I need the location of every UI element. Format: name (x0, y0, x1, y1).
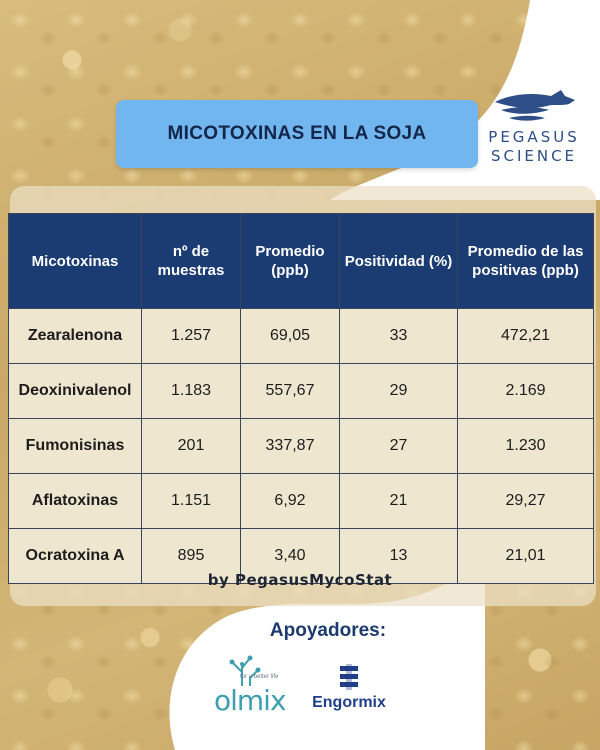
engormix-logo: Engormix (304, 664, 394, 720)
sample-count: 895 (141, 528, 241, 584)
table-row: Fumonisinas 201 337,87 27 1.230 (8, 418, 594, 474)
column-header: Promedio de las positivas (ppb) (457, 213, 594, 309)
mycotoxin-name: Ocratoxina A (8, 528, 142, 584)
engormix-wordmark: Engormix (312, 694, 386, 711)
average-ppb: 557,67 (240, 363, 340, 419)
table-row: Deoxinivalenol 1.183 557,67 29 2.169 (8, 363, 594, 419)
table-row: Zearalenona 1.257 69,05 33 472,21 (8, 308, 594, 364)
source-credit: by PegasusMycoStat (207, 571, 393, 589)
column-header: Positividad (%) (339, 213, 458, 309)
column-header: Micotoxinas (8, 213, 142, 309)
mycotoxin-name: Zearalenona (8, 308, 142, 364)
sample-count: 1.257 (141, 308, 241, 364)
olmix-wordmark: olmix (214, 684, 287, 717)
sample-count: 1.151 (141, 473, 241, 529)
olmix-tagline: for a better life (240, 674, 279, 680)
sample-count: 1.183 (141, 363, 241, 419)
engormix-mark-icon (340, 664, 358, 690)
positive-average-ppb: 472,21 (457, 308, 594, 364)
brand-line-2: SCIENCE (490, 147, 578, 165)
positive-average-ppb: 21,01 (457, 528, 594, 584)
positive-average-ppb: 2.169 (457, 363, 594, 419)
positive-average-ppb: 1.230 (457, 418, 594, 474)
title-banner: MICOTOXINAS EN LA SOJA (116, 100, 478, 168)
positivity-percent: 33 (339, 308, 458, 364)
olmix-logo: for a better life olmix (214, 652, 294, 722)
pegasus-science-logo: PEGASUS SCIENCE (484, 88, 584, 188)
positive-average-ppb: 29,27 (457, 473, 594, 529)
brand-line-1: PEGASUS (488, 128, 580, 146)
supporters-label: Apoyadores: (269, 620, 387, 641)
mycotoxin-table: Micotoxinas nº de muestras Promedio (ppb… (8, 213, 594, 584)
mycotoxin-name: Deoxinivalenol (8, 363, 142, 419)
average-ppb: 3,40 (240, 528, 340, 584)
table-row: Ocratoxina A 895 3,40 13 21,01 (8, 528, 594, 584)
column-header: nº de muestras (141, 213, 241, 309)
mycotoxin-name: Fumonisinas (8, 418, 142, 474)
average-ppb: 69,05 (240, 308, 340, 364)
pegasus-wing-icon (495, 90, 575, 121)
sample-count: 201 (141, 418, 241, 474)
olmix-branch-icon (229, 655, 261, 686)
average-ppb: 6,92 (240, 473, 340, 529)
average-ppb: 337,87 (240, 418, 340, 474)
positivity-percent: 13 (339, 528, 458, 584)
positivity-percent: 21 (339, 473, 458, 529)
positivity-percent: 27 (339, 418, 458, 474)
mycotoxin-name: Aflatoxinas (8, 473, 142, 529)
page-title: MICOTOXINAS EN LA SOJA (167, 123, 427, 144)
column-header: Promedio (ppb) (240, 213, 340, 309)
positivity-percent: 29 (339, 363, 458, 419)
table-header-row: Micotoxinas nº de muestras Promedio (ppb… (8, 213, 594, 309)
table-row: Aflatoxinas 1.151 6,92 21 29,27 (8, 473, 594, 529)
